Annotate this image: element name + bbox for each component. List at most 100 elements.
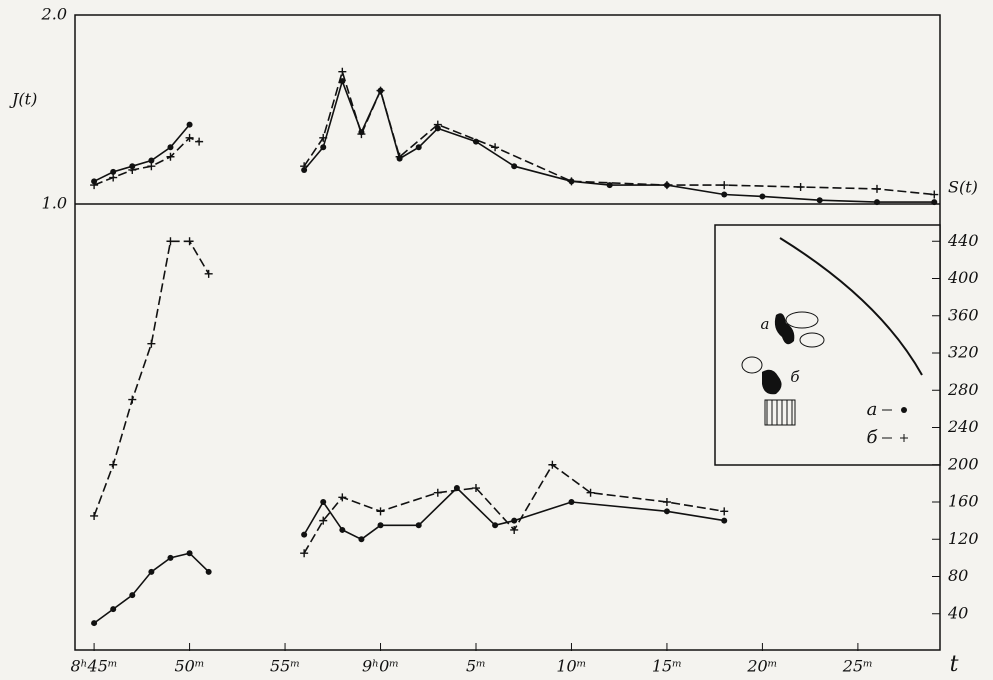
data-point: [759, 193, 766, 200]
data-point: [511, 517, 518, 524]
data-point: [110, 168, 117, 175]
inset-contour: [799, 332, 825, 348]
data-point: [663, 508, 670, 515]
data-point: [147, 162, 156, 171]
data-point: [300, 549, 309, 558]
y-tick-label: 280: [947, 380, 979, 399]
data-point: [91, 620, 98, 627]
data-point: [110, 606, 117, 613]
data-point: [128, 395, 137, 404]
data-point: [186, 550, 193, 557]
y-tick-label: 200: [947, 454, 979, 473]
data-point: [320, 499, 327, 505]
data-point: [471, 484, 480, 493]
x-tick-label: 9ʰ0ᵐ: [362, 657, 399, 676]
x-tick-label: 55ᵐ: [270, 657, 300, 676]
data-point: [148, 568, 155, 575]
data-point: [166, 152, 175, 161]
data-point: [338, 493, 347, 502]
y-tick-label: 320: [948, 343, 979, 362]
data-point: [90, 511, 99, 520]
data-point: [662, 181, 671, 190]
data-point: [358, 536, 365, 543]
data-point: [720, 181, 729, 190]
data-point: [548, 460, 557, 469]
legend-marker: [900, 434, 908, 442]
data-point: [415, 522, 422, 529]
series-line: [93, 124, 191, 183]
series-line: [303, 68, 935, 196]
data-point: [167, 554, 174, 561]
series-line: [303, 486, 725, 541]
x-tick-label: 5ᵐ: [466, 657, 486, 676]
data-point: [376, 86, 385, 95]
data-point: [491, 143, 500, 152]
y-axis-label: J(t): [9, 90, 37, 109]
series-line: [303, 463, 725, 554]
y-tick-label: 440: [947, 231, 979, 250]
y-tick-label: 400: [947, 268, 979, 287]
data-point: [796, 182, 805, 191]
data-point: [167, 144, 174, 151]
inset-contour: [741, 356, 763, 374]
data-point: [586, 488, 595, 497]
inset: [714, 224, 941, 466]
legend-label: б: [867, 427, 879, 448]
data-point: [510, 525, 519, 534]
data-point: [606, 182, 613, 189]
y-tick-label: 40: [947, 603, 968, 622]
data-point: [492, 522, 499, 529]
data-point: [930, 190, 939, 199]
x-tick-label: 15ᵐ: [652, 657, 682, 676]
inset-region-label: а: [761, 315, 770, 333]
x-tick-label: 25ᵐ: [842, 657, 873, 676]
inset-frame: [714, 224, 941, 466]
y-tick-label: 360: [948, 305, 979, 324]
x-tick-label: 10ᵐ: [556, 657, 586, 676]
inset-spot: [774, 313, 795, 345]
data-point: [319, 516, 328, 525]
data-point: [415, 144, 422, 151]
y-tick-label: 2.0: [41, 5, 67, 24]
data-point: [300, 162, 309, 171]
data-point: [931, 199, 938, 206]
y-tick-label: 160: [948, 492, 979, 511]
data-point: [662, 498, 671, 506]
data-point: [148, 157, 155, 164]
data-point: [128, 165, 137, 174]
data-point: [377, 522, 384, 529]
y-tick-label: 80: [948, 566, 968, 585]
data-point: [109, 460, 118, 469]
series-line: [93, 240, 210, 517]
data-point: [129, 592, 136, 599]
data-point: [320, 144, 327, 151]
data-point: [319, 133, 328, 142]
data-point: [109, 173, 118, 182]
data-point: [205, 568, 212, 575]
inset-spot: [762, 369, 782, 395]
y-tick-label: 240: [947, 417, 979, 436]
data-point: [511, 163, 518, 170]
y-axis-label: S(t): [948, 178, 978, 197]
data-point: [873, 199, 880, 206]
y-tick-label: 120: [948, 529, 979, 548]
data-point: [147, 339, 156, 348]
data-point: [376, 507, 385, 516]
legend-label: а: [867, 399, 878, 420]
data-point: [185, 237, 194, 246]
x-tick-label: 50ᵐ: [174, 657, 204, 676]
data-point: [339, 526, 346, 533]
data-point: [872, 184, 881, 193]
inset-contour: [785, 311, 819, 329]
data-point: [301, 531, 308, 538]
x-axis-label: t: [950, 652, 959, 677]
data-point: [472, 138, 479, 145]
data-point: [721, 517, 728, 524]
y-tick-label: 1.0: [42, 194, 67, 213]
inset-region-label: б: [790, 368, 800, 386]
data-point: [567, 177, 576, 186]
data-point: [816, 197, 823, 204]
x-tick-label: 8ʰ45ᵐ: [70, 657, 117, 676]
data-point: [185, 133, 194, 142]
